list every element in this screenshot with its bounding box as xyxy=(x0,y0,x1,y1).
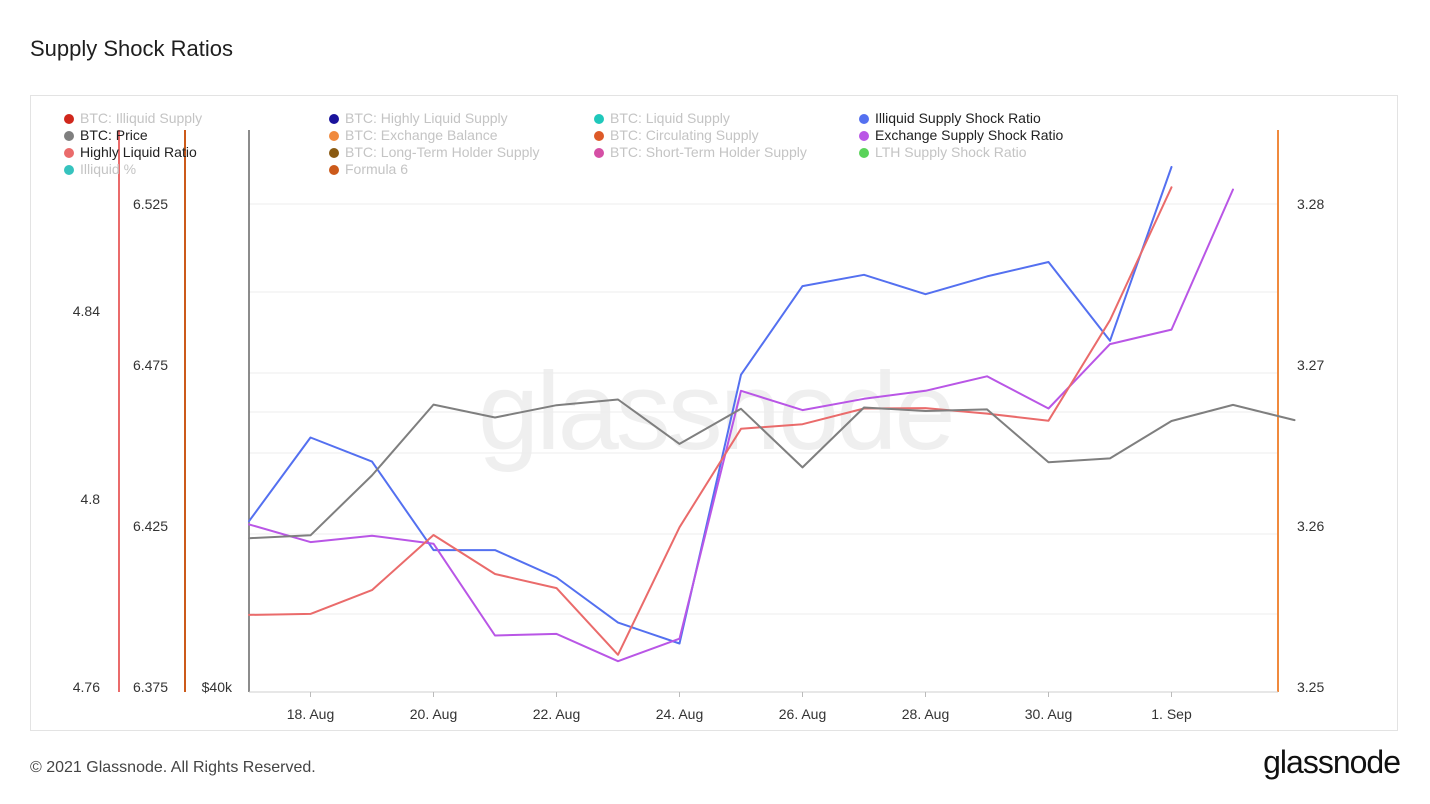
legend-dot-icon xyxy=(64,165,74,175)
legend-label: BTC: Liquid Supply xyxy=(610,110,730,126)
series-line-btc-price xyxy=(248,398,1296,540)
legend-item-btc-exchange-balance[interactable]: BTC: Exchange Balance xyxy=(329,127,498,144)
legend-label: BTC: Circulating Supply xyxy=(610,127,759,143)
legend-dot-icon xyxy=(64,148,74,158)
legend-label: Illiquid % xyxy=(80,161,137,177)
left-outer-tick-label: 4.8 xyxy=(81,491,101,507)
legend-item-btc-long-term-holder-supply[interactable]: BTC: Long-Term Holder Supply xyxy=(329,144,540,161)
legend-label: LTH Supply Shock Ratio xyxy=(875,144,1027,160)
legend-dot-icon xyxy=(859,148,869,158)
x-tick-label: 24. Aug xyxy=(656,706,704,722)
legend-item-illiquid-supply-shock-ratio[interactable]: Illiquid Supply Shock Ratio xyxy=(859,110,1041,127)
legend-item-btc-short-term-holder-supply[interactable]: BTC: Short-Term Holder Supply xyxy=(594,144,807,161)
copyright-text: © 2021 Glassnode. All Rights Reserved. xyxy=(30,759,316,776)
legend-dot-icon xyxy=(329,148,339,158)
x-tick-label: 1. Sep xyxy=(1151,706,1192,722)
series-line-illiquid-supply-shock-ratio xyxy=(248,166,1173,645)
legend-dot-icon xyxy=(329,114,339,124)
legend-label: BTC: Exchange Balance xyxy=(345,127,498,143)
legend-dot-icon xyxy=(594,114,604,124)
legend-item-highly-liquid-ratio[interactable]: Highly Liquid Ratio xyxy=(64,144,197,161)
legend-item-btc-highly-liquid-supply[interactable]: BTC: Highly Liquid Supply xyxy=(329,110,508,127)
legend-label: Illiquid Supply Shock Ratio xyxy=(875,110,1041,126)
legend-label: Highly Liquid Ratio xyxy=(80,144,197,160)
series-line-highly-liquid-ratio xyxy=(248,186,1173,656)
x-tick-label: 18. Aug xyxy=(287,706,335,722)
x-tick-label: 26. Aug xyxy=(779,706,827,722)
legend-dot-icon xyxy=(594,148,604,158)
left-inner-tick-label: 6.375 xyxy=(133,679,168,695)
legend-item-btc-circulating-supply[interactable]: BTC: Circulating Supply xyxy=(594,127,759,144)
legend-item-illiquid-[interactable]: Illiquid % xyxy=(64,161,136,178)
legend-label: BTC: Short-Term Holder Supply xyxy=(610,144,807,160)
legend-dot-icon xyxy=(64,114,74,124)
left-inner-tick-label: 6.425 xyxy=(133,518,168,534)
legend-dot-icon xyxy=(859,131,869,141)
legend-dot-icon xyxy=(859,114,869,124)
legend-item-formula-6[interactable]: Formula 6 xyxy=(329,161,408,178)
legend-dot-icon xyxy=(329,165,339,175)
legend-item-btc-illiquid-supply[interactable]: BTC: Illiquid Supply xyxy=(64,110,202,127)
left-outer-tick-label: 4.76 xyxy=(73,679,100,695)
series-line-exchange-supply-shock-ratio xyxy=(248,188,1234,663)
x-tick-label: 22. Aug xyxy=(533,706,581,722)
x-tick-label: 30. Aug xyxy=(1025,706,1073,722)
legend-dot-icon xyxy=(64,131,74,141)
left-outer-tick-label: 4.84 xyxy=(73,303,100,319)
legend-label: BTC: Highly Liquid Supply xyxy=(345,110,508,126)
legend-dot-icon xyxy=(594,131,604,141)
legend-item-btc-liquid-supply[interactable]: BTC: Liquid Supply xyxy=(594,110,730,127)
legend-label: Exchange Supply Shock Ratio xyxy=(875,127,1064,143)
legend-item-lth-supply-shock-ratio[interactable]: LTH Supply Shock Ratio xyxy=(859,144,1026,161)
legend-item-exchange-supply-shock-ratio[interactable]: Exchange Supply Shock Ratio xyxy=(859,127,1063,144)
left-inner-tick-label: 6.525 xyxy=(133,196,168,212)
right-tick-label: 3.25 xyxy=(1297,679,1324,695)
page-title: Supply Shock Ratios xyxy=(30,36,233,61)
x-tick-label: 28. Aug xyxy=(902,706,950,722)
legend-label: BTC: Long-Term Holder Supply xyxy=(345,144,540,160)
left-inner-tick-label: 6.475 xyxy=(133,357,168,373)
x-tick-label: 20. Aug xyxy=(410,706,458,722)
legend-label: BTC: Price xyxy=(80,127,148,143)
chart-legend: BTC: Illiquid Supply BTC: Price Highly Liq… xyxy=(64,110,1164,180)
price-tick-label: $40k xyxy=(202,679,233,695)
brand-logo[interactable]: glassnode xyxy=(1263,744,1401,780)
right-tick-label: 3.28 xyxy=(1297,196,1324,212)
chart-frame xyxy=(30,95,1398,731)
legend-label: BTC: Illiquid Supply xyxy=(80,110,203,126)
legend-item-btc-price[interactable]: BTC: Price xyxy=(64,127,148,144)
right-tick-label: 3.26 xyxy=(1297,518,1324,534)
legend-label: Formula 6 xyxy=(345,161,409,177)
legend-dot-icon xyxy=(329,131,339,141)
right-tick-label: 3.27 xyxy=(1297,357,1324,373)
